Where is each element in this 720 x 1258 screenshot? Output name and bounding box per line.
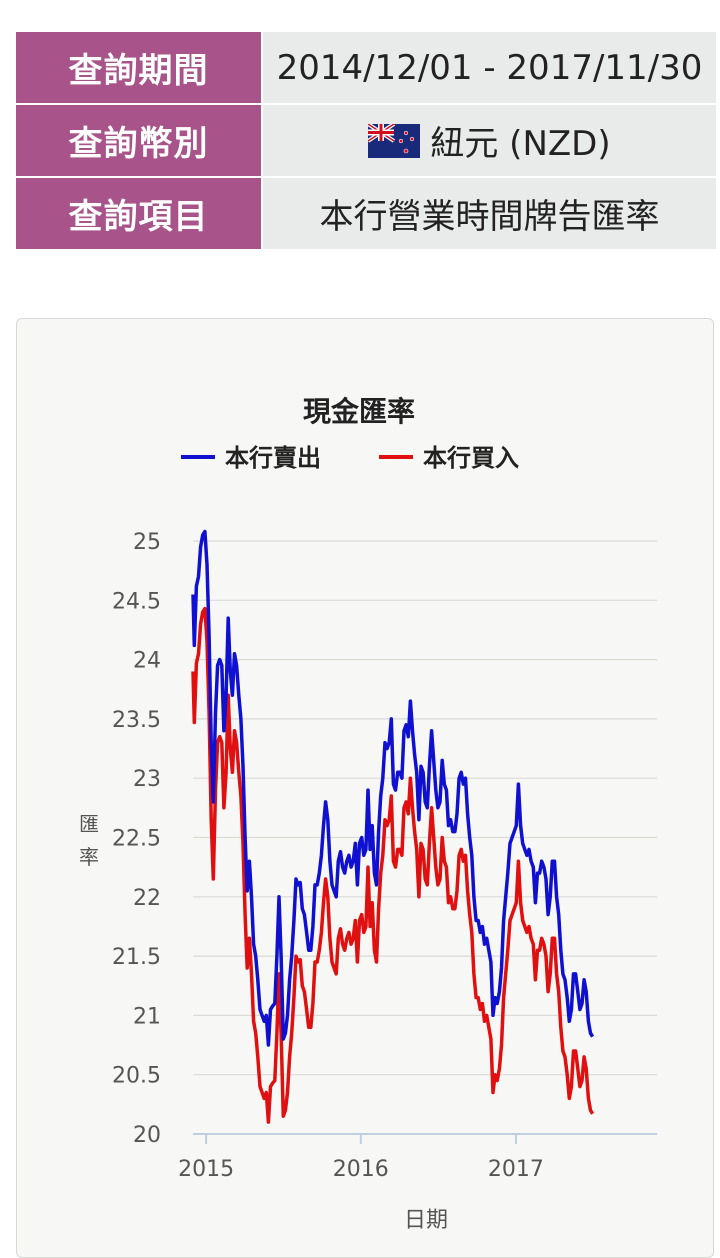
y-tick-label: 22	[133, 886, 161, 911]
query-info-table: 查詢期間 2014/12/01 - 2017/11/30 查詢幣別	[16, 32, 716, 251]
legend-item-sell[interactable]: 本行賣出	[181, 444, 321, 472]
query-period-row: 查詢期間 2014/12/01 - 2017/11/30	[16, 32, 716, 103]
y-axis-title-char-2: 率	[79, 845, 99, 869]
query-item-value: 本行營業時間牌告匯率	[263, 178, 716, 249]
buy-rate-line[interactable]	[191, 606, 595, 1124]
y-tick-label: 20.5	[112, 1064, 161, 1089]
y-tick-label: 21.5	[112, 945, 161, 970]
x-tick-label: 2017	[488, 1157, 544, 1182]
y-axis-title-char-1: 匯	[79, 812, 99, 836]
query-item-row: 查詢項目 本行營業時間牌告匯率	[16, 178, 716, 249]
y-tick-label: 24	[133, 649, 161, 674]
x-axis: 2015 2016 2017	[178, 1134, 544, 1182]
chart-card: 現金匯率 本行賣出 本行買入 20 20.5 21 21.5 22 22.5 23 23.5 2…	[16, 318, 714, 1258]
query-item-label: 查詢項目	[16, 178, 261, 249]
query-period-label: 查詢期間	[16, 32, 261, 103]
x-axis-title: 日期	[404, 1208, 448, 1233]
y-tick-label: 23	[133, 767, 161, 792]
chart-legend: 本行賣出 本行買入	[181, 444, 519, 472]
legend-buy-label: 本行買入	[423, 444, 519, 472]
chart-grid	[193, 540, 657, 1135]
x-tick-label: 2015	[178, 1157, 234, 1182]
y-tick-label: 22.5	[112, 827, 161, 852]
exchange-rate-chart: 現金匯率 本行賣出 本行買入 2020.52121.52222.52323.52…	[79, 395, 657, 1233]
query-currency-cell: 紐元 (NZD)	[263, 105, 716, 176]
y-tick-label: 21	[133, 1004, 161, 1029]
y-axis-ticks: 20 20.5 21 21.5 22 22.5 23 23.5 24 24.5 25	[112, 530, 161, 1148]
chart-series	[191, 529, 595, 1124]
chart-title: 現金匯率	[303, 395, 415, 428]
sell-rate-line[interactable]	[191, 529, 595, 1047]
query-period-value: 2014/12/01 - 2017/11/30	[263, 32, 716, 103]
query-currency-row: 查詢幣別 紐元 (NZD)	[16, 105, 716, 176]
legend-sell-label: 本行賣出	[225, 444, 321, 472]
y-tick-label: 24.5	[112, 589, 161, 614]
query-currency-label: 查詢幣別	[16, 105, 261, 176]
y-tick-label: 20	[133, 1123, 161, 1148]
y-tick-label: 25	[133, 530, 161, 555]
new-zealand-flag-icon	[368, 123, 421, 158]
legend-item-buy[interactable]: 本行買入	[379, 444, 519, 472]
query-currency-value: 紐元 (NZD)	[430, 124, 611, 164]
y-tick-label: 23.5	[112, 708, 161, 733]
x-tick-label: 2016	[333, 1157, 389, 1182]
